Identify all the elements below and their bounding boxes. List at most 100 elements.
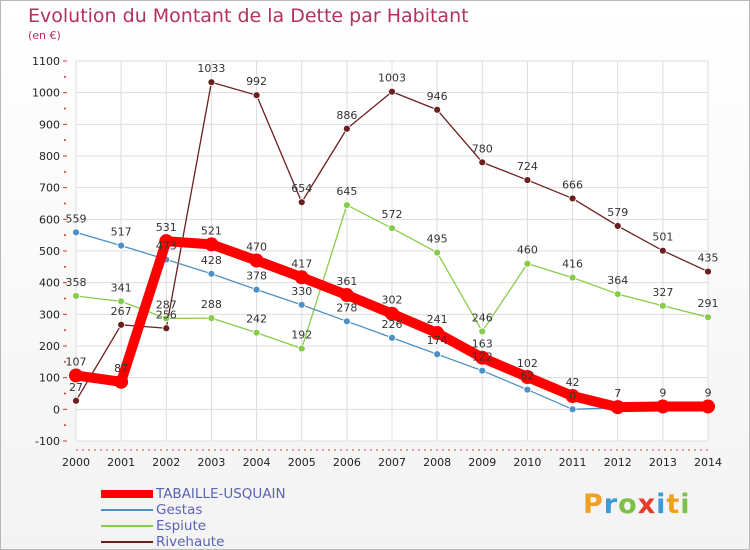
- data-point: [117, 297, 126, 306]
- data-label: 1003: [378, 72, 406, 85]
- line-chart: -100 0 100 200 300 400 500 600 700 800 900 1000 1100…: [32, 55, 722, 469]
- data-label: 327: [652, 286, 673, 299]
- legend: TABAILLE-USQUAIN Gestas Espiute Rivehaut…: [101, 486, 361, 550]
- data-label: 435: [698, 252, 719, 265]
- y-minor-tick: [64, 424, 66, 427]
- y-minor-tick: [64, 107, 66, 110]
- data-point: [520, 370, 535, 385]
- data-point: [159, 234, 174, 249]
- data-point: [162, 314, 171, 323]
- data-label: 361: [336, 275, 357, 288]
- data-point: [568, 194, 577, 203]
- data-point: [339, 288, 354, 303]
- data-point: [252, 328, 261, 337]
- legend-swatch-espiute: [101, 525, 153, 527]
- y-tick-label: 1100: [32, 55, 60, 68]
- x-tick-label: 2004: [243, 456, 271, 469]
- data-label: 241: [427, 313, 448, 326]
- data-point: [523, 259, 532, 268]
- data-point: [69, 368, 83, 383]
- data-point: [114, 374, 129, 389]
- x-tick-label: 2011: [559, 456, 587, 469]
- data-point: [297, 300, 306, 309]
- data-label: 572: [382, 208, 403, 221]
- data-point: [388, 333, 396, 342]
- data-point: [342, 124, 351, 133]
- data-point: [478, 327, 487, 336]
- data-point: [342, 317, 351, 326]
- data-point: [704, 313, 712, 322]
- data-point: [658, 246, 667, 255]
- data-point: [568, 405, 577, 414]
- data-point: [72, 396, 80, 405]
- legend-label-gestas: Gestas: [156, 502, 203, 518]
- x-tick-label: 2003: [197, 456, 225, 469]
- legend-label-rivehaute: Rivehaute: [156, 534, 225, 550]
- x-tick-label: 2007: [378, 456, 406, 469]
- data-point: [342, 201, 351, 209]
- data-point: [207, 314, 216, 323]
- data-point: [207, 269, 216, 278]
- proxiti-logo: Proxiti: [583, 489, 691, 520]
- data-label: 1033: [197, 62, 225, 75]
- logo-letter: P: [583, 489, 604, 520]
- data-label: 267: [111, 305, 132, 318]
- data-label: 107: [66, 355, 87, 368]
- data-label: 302: [382, 294, 403, 307]
- x-tick-label: 2010: [513, 456, 541, 469]
- data-label: 27: [69, 381, 83, 394]
- data-point: [565, 389, 580, 404]
- data-label: 521: [201, 224, 222, 237]
- data-label: 378: [246, 270, 267, 283]
- data-label: 364: [607, 274, 628, 287]
- legend-swatch-rivehaute: [101, 541, 153, 543]
- data-point: [72, 228, 80, 237]
- data-point: [430, 326, 445, 341]
- data-label: 517: [111, 226, 132, 239]
- data-point: [297, 344, 306, 353]
- data-label: 531: [156, 221, 177, 234]
- logo-letter: i: [680, 489, 691, 520]
- data-label: 163: [472, 338, 493, 351]
- x-tick-label: 2012: [604, 456, 632, 469]
- data-label: 256: [156, 308, 177, 321]
- y-minor-tick: [64, 202, 66, 205]
- y-minor-tick: [64, 139, 66, 142]
- data-point: [478, 158, 487, 167]
- data-point: [478, 366, 487, 375]
- data-label: 0: [569, 389, 576, 402]
- data-label: 886: [336, 109, 357, 122]
- y-tick-label: 400: [39, 277, 60, 290]
- data-label: 291: [698, 297, 719, 310]
- data-label: 87: [114, 362, 128, 375]
- data-label: 192: [291, 329, 312, 342]
- y-tick-label: 200: [39, 340, 60, 353]
- data-point: [204, 237, 219, 252]
- data-label: 42: [566, 376, 580, 389]
- data-label: 7: [614, 387, 621, 400]
- data-point: [523, 176, 532, 184]
- data-label: 9: [659, 386, 666, 399]
- x-tick-label: 2008: [423, 456, 451, 469]
- data-point: [433, 105, 442, 114]
- data-label: 460: [517, 244, 538, 257]
- y-minor-tick: [64, 265, 66, 268]
- data-point: [162, 324, 171, 333]
- legend-item-gestas: Gestas: [101, 502, 361, 518]
- data-point: [433, 350, 442, 359]
- data-label: 579: [607, 206, 628, 219]
- data-point: [475, 350, 490, 365]
- data-label: 174: [427, 334, 448, 347]
- y-tick-label: -100: [35, 435, 60, 448]
- y-minor-tick: [64, 392, 66, 395]
- data-point: [704, 267, 712, 276]
- y-tick-label: 100: [39, 372, 60, 385]
- data-label: 287: [156, 298, 177, 311]
- data-label: 278: [336, 301, 357, 314]
- legend-swatch-gestas: [101, 509, 153, 511]
- legend-item-rivehaute: Rivehaute: [101, 534, 361, 550]
- data-label: 473: [156, 240, 177, 253]
- data-label: 417: [291, 257, 312, 270]
- y-minor-tick: [64, 360, 66, 363]
